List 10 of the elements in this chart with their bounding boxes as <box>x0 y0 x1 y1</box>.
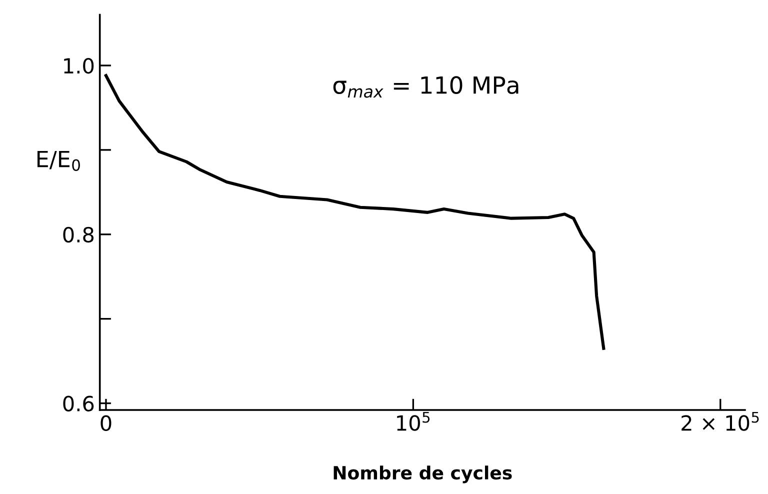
x-tick-label: 0 <box>100 415 112 432</box>
annotation: σ$_{max}$ = 110 MPa <box>333 76 518 98</box>
line-series <box>104 74 606 350</box>
x-axis-title: Nombre de cycles <box>334 466 512 484</box>
y-tick-label: 1.0 <box>64 58 94 74</box>
x-tick-label: 2 × 10$^{5}$ <box>682 412 759 431</box>
y-tick-label: 0.6 <box>63 396 94 412</box>
y-tick-label: 0.8 <box>63 226 94 243</box>
y-axis-title: E/E$_{0}$ <box>38 150 80 172</box>
x-tick-label: 10$^{5}$ <box>397 412 430 431</box>
